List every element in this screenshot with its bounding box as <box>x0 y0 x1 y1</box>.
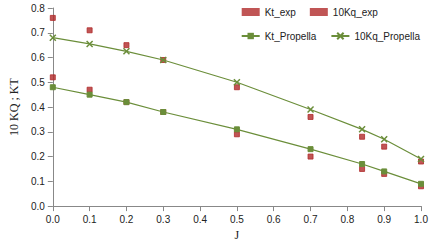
svg-text:10Kq_Propella: 10Kq_Propella <box>354 31 420 42</box>
svg-text:0.1: 0.1 <box>31 176 45 187</box>
svg-text:0.6: 0.6 <box>267 214 281 225</box>
svg-text:0.4: 0.4 <box>193 214 207 225</box>
svg-text:Kt_exp: Kt_exp <box>265 7 297 18</box>
svg-text:0.4: 0.4 <box>31 102 45 113</box>
svg-text:10 KQ ; KT: 10 KQ ; KT <box>7 78 21 136</box>
svg-text:0.2: 0.2 <box>31 151 45 162</box>
svg-text:0.6: 0.6 <box>31 52 45 63</box>
svg-text:J: J <box>235 228 240 242</box>
svg-text:0.9: 0.9 <box>377 214 391 225</box>
svg-text:0.2: 0.2 <box>119 214 133 225</box>
svg-text:Kt_Propella: Kt_Propella <box>265 31 317 42</box>
svg-text:1.0: 1.0 <box>414 214 428 225</box>
svg-text:0.5: 0.5 <box>31 77 45 88</box>
svg-text:0.1: 0.1 <box>83 214 97 225</box>
svg-text:0.0: 0.0 <box>46 214 60 225</box>
svg-text:10Kq_exp: 10Kq_exp <box>333 7 378 18</box>
svg-text:0.3: 0.3 <box>156 214 170 225</box>
svg-text:0.7: 0.7 <box>304 214 318 225</box>
svg-text:0.7: 0.7 <box>31 27 45 38</box>
svg-text:0.0: 0.0 <box>31 201 45 212</box>
svg-text:0.5: 0.5 <box>230 214 244 225</box>
svg-text:0.8: 0.8 <box>340 214 354 225</box>
svg-text:0.8: 0.8 <box>31 3 45 14</box>
svg-text:0.3: 0.3 <box>31 126 45 137</box>
